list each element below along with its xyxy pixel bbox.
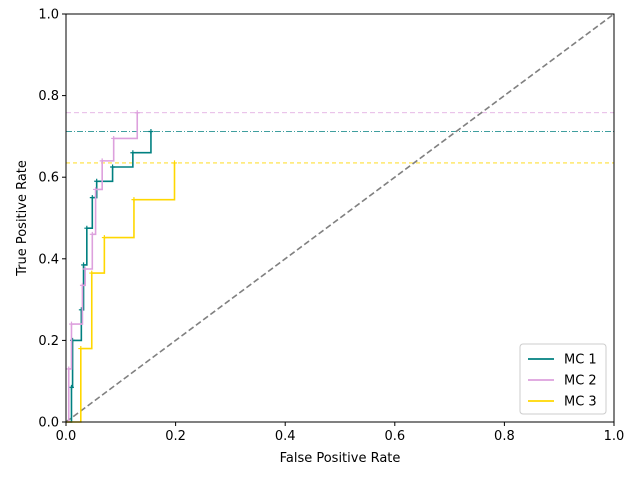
series-line-mc2	[66, 112, 139, 423]
x-tick-label: 1.0	[604, 429, 625, 444]
series-line-mc3	[66, 162, 176, 423]
series-marker-mc2	[111, 135, 117, 141]
x-axis-label: False Positive Rate	[280, 451, 401, 466]
y-tick-label: 0.8	[38, 89, 59, 104]
series-marker-mc1	[89, 195, 95, 201]
y-tick-label: 0.4	[38, 252, 59, 267]
legend-label-mc1: MC 1	[564, 353, 597, 368]
series-marker-mc2	[82, 266, 88, 272]
legend-label-mc2: MC 2	[564, 374, 597, 389]
axes-frame	[65, 13, 615, 423]
series-marker-mc1	[84, 225, 90, 231]
series-marker-mc2	[66, 366, 72, 372]
series-marker-mc1	[81, 262, 87, 268]
y-tick-label: 0.0	[38, 416, 59, 431]
series-marker-mc2	[68, 321, 74, 327]
x-tick-label: 0.6	[384, 429, 405, 444]
series-marker-mc3	[131, 197, 137, 203]
series-marker-mc2	[93, 186, 99, 192]
series-marker-mc1	[130, 150, 136, 156]
x-tick-label: 0.8	[494, 429, 515, 444]
series-marker-mc1	[94, 178, 100, 184]
series-marker-mc2	[79, 282, 85, 288]
series-marker-mc3	[172, 160, 178, 166]
plot-area	[65, 13, 615, 423]
legend-box	[519, 343, 607, 415]
x-tick-label: 0.0	[56, 429, 77, 444]
series-marker-mc3	[78, 346, 84, 352]
series-marker-mc1	[148, 129, 154, 135]
series-marker-mc1	[68, 384, 74, 390]
x-tick-label: 0.2	[165, 429, 186, 444]
chance-diagonal-line	[65, 13, 615, 423]
series-marker-mc2	[99, 158, 105, 164]
series-marker-mc3	[89, 270, 95, 276]
series-marker-mc1	[110, 164, 116, 170]
y-axis-label: True Positive Rate	[15, 160, 30, 277]
y-tick-label: 0.6	[38, 171, 59, 186]
x-tick-label: 0.4	[275, 429, 296, 444]
axis-ticks: 0.0 0.2 0.4 0.6 0.8 1.0 0.0 0.2 0.4 0.6 0.8 1.0	[38, 8, 624, 445]
series-line-mc1	[66, 131, 152, 423]
y-tick-label: 0.2	[38, 334, 59, 349]
series-marker-mc3	[101, 235, 107, 241]
series-marker-mc2	[89, 231, 95, 237]
legend-label-mc3: MC 3	[564, 395, 597, 410]
y-tick-label: 1.0	[38, 8, 59, 23]
series-marker-mc2	[134, 110, 140, 116]
legend: MC 1 MC 2 MC 3	[519, 343, 607, 415]
